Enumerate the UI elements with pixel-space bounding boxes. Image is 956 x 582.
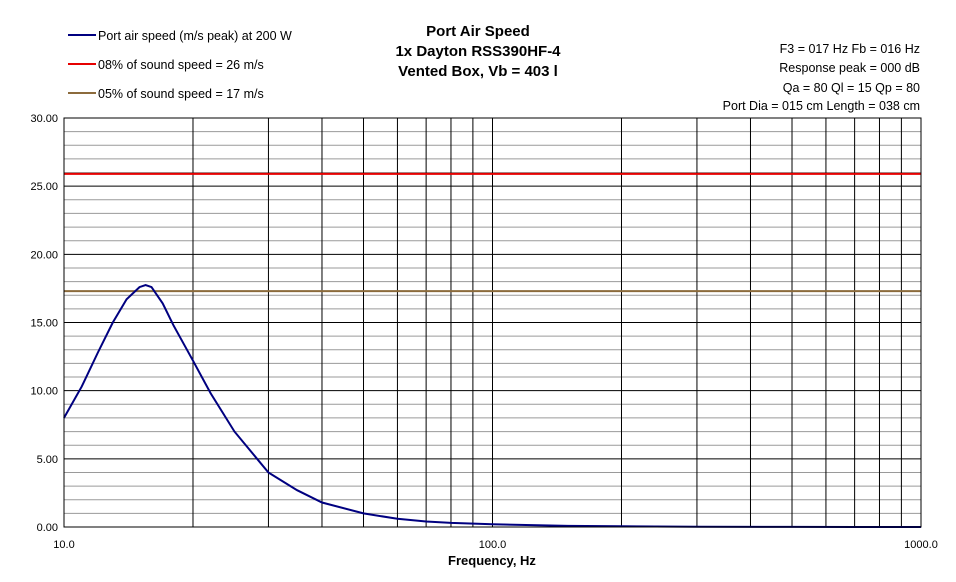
chart-title-line-1: Port Air Speed (426, 23, 530, 40)
y-tick-label: 20.00 (30, 249, 58, 261)
y-axis-tick-labels: 0.00 5.00 10.00 15.00 20.00 25.00 30.00 (30, 113, 58, 534)
x-axis-tick-labels: 10.0 100.0 1000.0 (53, 539, 938, 551)
plot-area-border (63, 117, 922, 528)
y-tick-label: 10.00 (30, 386, 58, 398)
chart-title-line-2: 1x Dayton RSS390HF-4 (395, 43, 561, 60)
y-tick-label: 25.00 (30, 181, 58, 193)
x-tick-label: 100.0 (479, 539, 507, 551)
y-tick-label: 5.00 (37, 454, 58, 466)
x-tick-label: 10.0 (53, 539, 74, 551)
legend-label-port-air-speed: Port air speed (m/s peak) at 200 W (98, 29, 292, 43)
series-line-port-air-speed (63, 283, 921, 528)
design-info: F3 = 017 Hz Fb = 016 Hz Response peak = … (723, 42, 920, 113)
info-response-peak: Response peak = 000 dB (779, 61, 920, 75)
x-tick-label: 1000.0 (904, 539, 938, 551)
y-tick-label: 15.00 (30, 318, 58, 330)
y-tick-label: 0.00 (37, 522, 58, 534)
chart-title-line-3: Vented Box, Vb = 403 l (398, 63, 558, 80)
info-f3-fb: F3 = 017 Hz Fb = 016 Hz (780, 42, 920, 56)
threshold-lines (64, 172, 921, 293)
info-port-dimensions: Port Dia = 015 cm Length = 038 cm (723, 99, 920, 113)
y-tick-label: 30.00 (30, 113, 58, 125)
legend-label-5pct-sound-speed: 05% of sound speed = 17 m/s (98, 87, 264, 101)
legend-label-8pct-sound-speed: 08% of sound speed = 26 m/s (98, 58, 264, 72)
grid-lines (64, 118, 921, 527)
x-axis-label: Frequency, Hz (448, 553, 536, 568)
legend: Port air speed (m/s peak) at 200 W 08% o… (68, 29, 292, 101)
info-q-values: Qa = 80 Ql = 15 Qp = 80 (783, 81, 920, 95)
